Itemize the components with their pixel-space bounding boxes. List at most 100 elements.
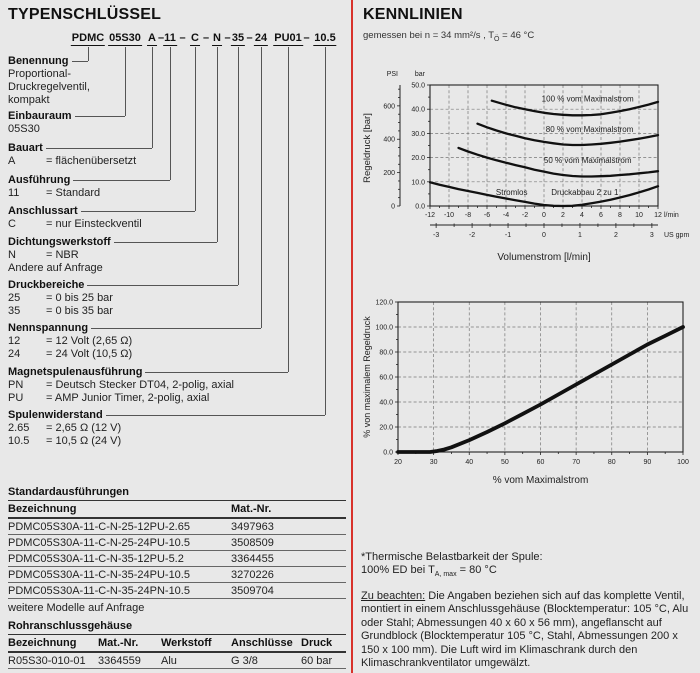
svg-text:-4: -4	[503, 212, 509, 219]
svg-text:Druckabbau 2 zu 1: Druckabbau 2 zu 1	[551, 188, 619, 197]
code-segment: C	[190, 32, 200, 46]
connector-horizontal-line	[105, 414, 325, 416]
option-description: = Deutsch Stecker DT04, 2-polig, axial	[46, 379, 235, 391]
measurement-conditions: gemessen bei n = 34 mm²/s , TÖ = 46 °C	[363, 30, 534, 43]
table-header-cell: Werkstoff	[161, 637, 212, 649]
code-separator: –	[157, 32, 165, 44]
code-segment: A	[147, 32, 157, 46]
svg-text:40.0: 40.0	[379, 400, 393, 407]
svg-text:600: 600	[383, 103, 395, 110]
table-cell: 3509704	[231, 585, 274, 597]
table-cell: Alu	[161, 655, 177, 667]
svg-text:3: 3	[650, 232, 654, 239]
table-footer-note: weitere Modelle auf Anfrage	[8, 602, 145, 614]
svg-text:40: 40	[465, 459, 473, 466]
option-description: = NBR	[46, 249, 79, 261]
connector-vertical-line	[152, 47, 153, 148]
type-key-group-heading: Druckbereiche	[8, 279, 85, 291]
svg-text:l/min: l/min	[664, 212, 679, 219]
table-cell: R05S30-010-01	[8, 655, 86, 667]
connector-vertical-line	[88, 47, 89, 61]
svg-text:10.0: 10.0	[411, 179, 425, 186]
table-cell: 3364559	[98, 655, 141, 667]
code-segment: N	[212, 32, 222, 46]
table-cell: 3364455	[231, 553, 274, 565]
code-separator: –	[303, 32, 310, 44]
type-key-description-line: 10.5 = 10,5 Ω (24 V)	[8, 435, 121, 447]
svg-text:0.0: 0.0	[383, 450, 393, 457]
svg-text:2: 2	[614, 232, 618, 239]
table-cell: PDMC05S30A-11-C-N-35-24PN-10.5	[8, 585, 190, 597]
option-description: = 12 Volt (2,65 Ω)	[46, 335, 133, 347]
svg-text:12: 12	[654, 212, 662, 219]
svg-text:8: 8	[618, 212, 622, 219]
svg-text:20.0: 20.0	[411, 155, 425, 162]
svg-text:2: 2	[561, 212, 565, 219]
column-divider	[351, 0, 353, 673]
svg-text:US gpm: US gpm	[664, 232, 689, 239]
table-row: PDMC05S30A-11-C-N-35-24PU-10.5 3270226	[8, 567, 346, 583]
connector-horizontal-line	[145, 371, 288, 373]
svg-text:Stromlos: Stromlos	[496, 188, 528, 197]
option-code: 10.5	[8, 435, 30, 447]
code-segment: 05S30	[108, 32, 142, 46]
svg-text:-12: -12	[425, 212, 435, 219]
svg-text:-6: -6	[484, 212, 490, 219]
svg-text:0: 0	[542, 212, 546, 219]
svg-text:200: 200	[383, 170, 395, 177]
svg-text:PSI: PSI	[387, 71, 398, 78]
type-key-description-line: 24 = 24 Volt (10,5 Ω)	[8, 348, 132, 360]
type-key-group-heading: Dichtungswerkstoff	[8, 236, 111, 248]
type-key-group-heading-row: Einbauraum	[8, 110, 125, 122]
type-key-group-heading-row: Benennung	[8, 55, 88, 67]
option-code: 25	[8, 292, 21, 304]
option-code: PU	[8, 392, 24, 404]
attention-note: Zu beachten: Die Angaben beziehen sich a…	[361, 590, 699, 670]
connector-horizontal-line	[74, 115, 125, 117]
chart-svg: 0.010.020.030.040.050.0bar0200400600PSI-…	[362, 71, 689, 263]
svg-text:Regeldruck [bar]: Regeldruck [bar]	[362, 113, 373, 183]
svg-text:80 % vom Maximalstrom: 80 % vom Maximalstrom	[546, 125, 634, 134]
option-code: 12	[8, 335, 21, 347]
option-description: Andere auf Anfrage	[8, 262, 103, 274]
type-key-description-line: 11 = Standard	[8, 187, 100, 199]
type-key-group-heading-row: Anschlussart	[8, 205, 195, 217]
option-description: 05S30	[8, 123, 40, 135]
type-key-group-heading: Einbauraum	[8, 110, 72, 122]
option-description: = 0 bis 25 bar	[46, 292, 113, 304]
type-key-description-line: C = nur Einsteckventil	[8, 218, 142, 230]
option-description: Proportional-	[8, 68, 71, 80]
notes-block: *Thermische Belastbarkeit der Spule: 100…	[361, 551, 699, 670]
option-description: = nur Einsteckventil	[46, 218, 142, 230]
type-key-group-heading: Bauart	[8, 142, 43, 154]
type-key-group-heading: Benennung	[8, 55, 69, 67]
svg-text:-8: -8	[465, 212, 471, 219]
option-description: kompakt	[8, 94, 50, 106]
type-key-description-line: 05S30	[8, 123, 40, 135]
section-title-typenschluessel: TYPENSCHLÜSSEL	[8, 6, 162, 23]
table-header-cell: Druck	[301, 637, 333, 649]
connector-horizontal-line	[113, 241, 217, 243]
svg-text:% vom Maximalstrom: % vom Maximalstrom	[493, 475, 589, 486]
table-row: PDMC05S30A-11-C-N-25-24PU-10.5 3508509	[8, 535, 346, 551]
type-key-description-line: A = flächenübersetzt	[8, 155, 136, 167]
option-code: N	[8, 249, 16, 261]
svg-text:30.0: 30.0	[411, 131, 425, 138]
svg-text:120.0: 120.0	[375, 300, 393, 307]
connector-horizontal-line	[80, 210, 195, 212]
pipe-housing-table: Rohranschlussgehäuse Bezeichnung Mat.-Nr. W…	[8, 620, 346, 669]
type-key-group-heading: Nennspannung	[8, 322, 89, 334]
section-title-kennlinien: KENNLINIEN	[363, 6, 463, 23]
pressure-vs-current-chart: 0.0 20.0 40.0 60.0 80.0 100.0 120.0 20 30 40 50 60 7…	[358, 287, 700, 492]
svg-text:400: 400	[383, 137, 395, 144]
svg-text:-2: -2	[522, 212, 528, 219]
connector-vertical-line	[261, 47, 262, 328]
table-header-cell: Anschlüsse	[231, 637, 293, 649]
svg-text:0.0: 0.0	[415, 204, 425, 211]
type-key-group-heading-row: Bauart	[8, 142, 152, 154]
type-key-description-line: kompakt	[8, 94, 50, 106]
type-key-group-heading-row: Magnetspulenausführung	[8, 366, 288, 378]
table-cell: PDMC05S30A-11-C-N-35-12PU-5.2	[8, 553, 184, 565]
table-cell: PDMC05S30A-11-C-N-35-24PU-10.5	[8, 569, 190, 581]
connector-vertical-line	[288, 47, 289, 372]
